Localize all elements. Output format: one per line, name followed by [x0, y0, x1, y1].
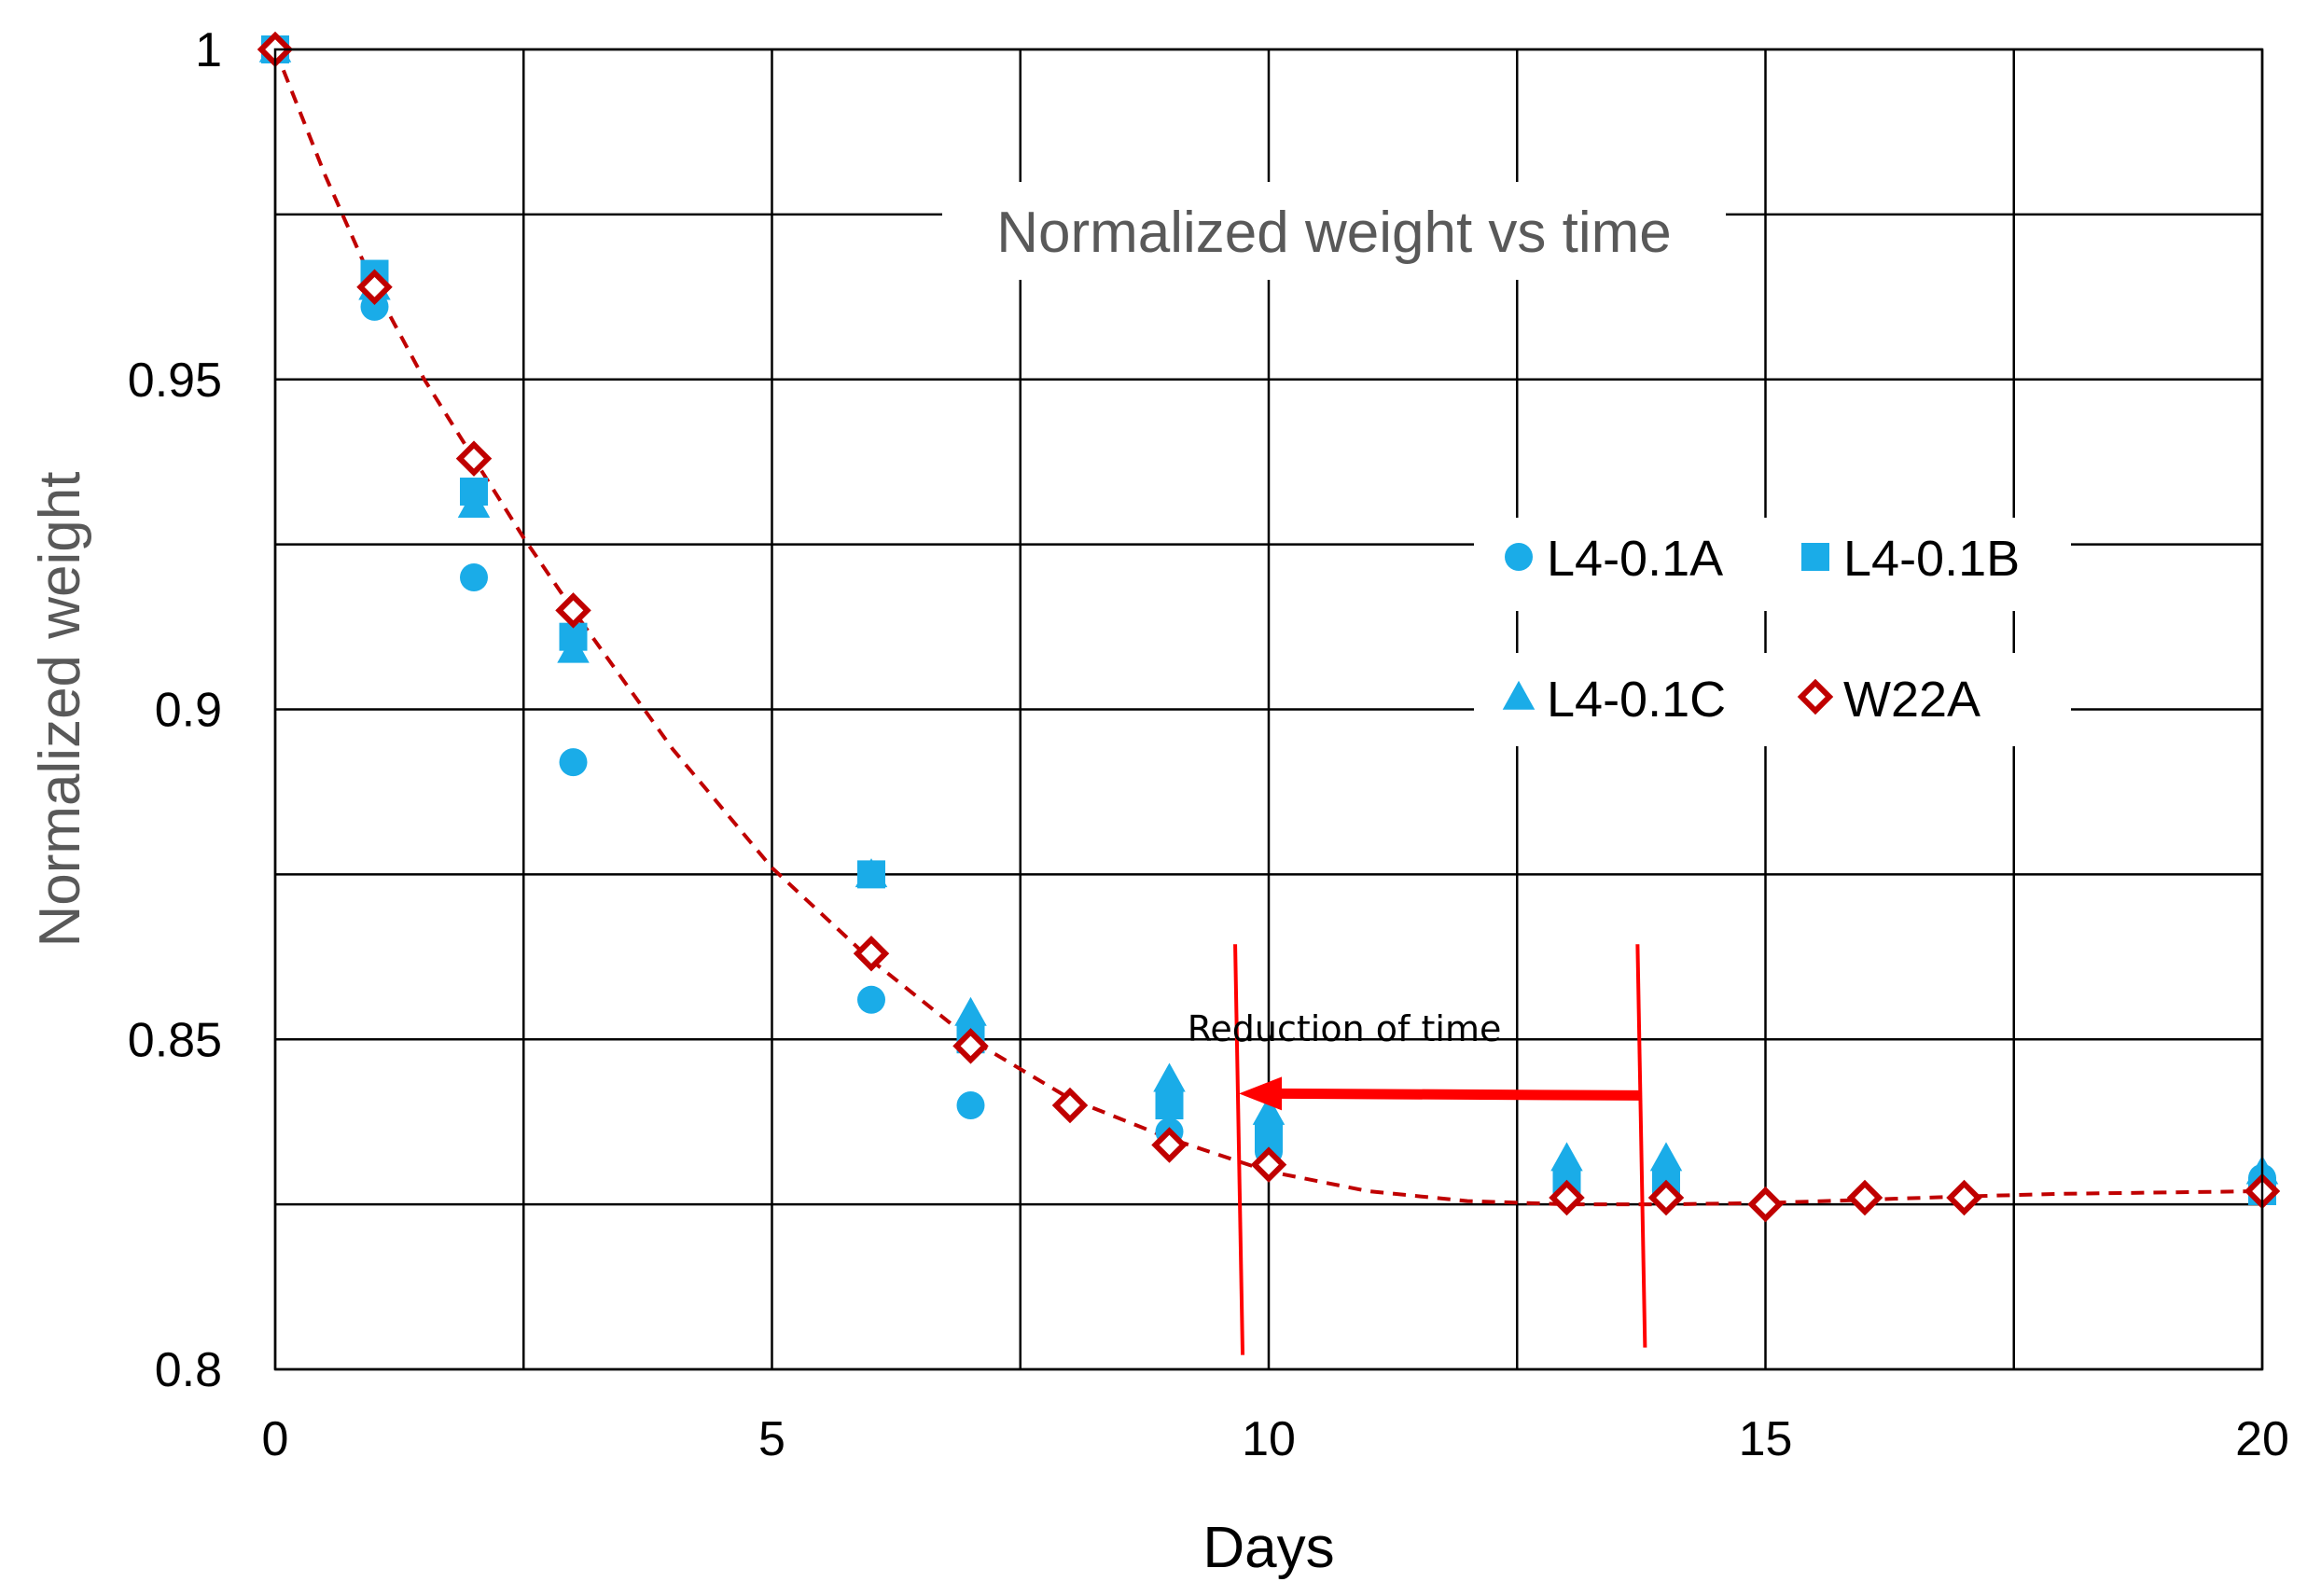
y-axis-title: Normalized weight: [28, 472, 92, 948]
x-tick-label: 0: [262, 1412, 289, 1466]
plot-border: [273, 48, 2264, 1371]
legend-item-l4-0.1a: L4-0.1A: [1505, 531, 1723, 587]
data-point-l4-0.1c: [1252, 1095, 1286, 1125]
data-point-w22a: [455, 440, 493, 477]
legend-marker-l4-0.1a: [1505, 543, 1533, 571]
data-point-w22a: [1647, 1179, 1685, 1216]
data-point-w22a: [1747, 1186, 1784, 1223]
data-point-l4-0.1a: [460, 563, 488, 591]
data-point-l4-0.1c: [1649, 1142, 1683, 1172]
data-point-w22a: [1549, 1179, 1585, 1216]
legend-label: L4-0.1B: [1843, 531, 2020, 587]
data-point-l4-0.1c: [855, 858, 888, 888]
legend: L4-0.1A L4-0.1B L4-0.1C W22A: [1474, 518, 2071, 746]
legend-label: W22A: [1843, 672, 1980, 728]
data-point-w22a: [853, 936, 890, 972]
legend-item-l4-0.1b: L4-0.1B: [1801, 531, 2020, 587]
data-point-l4-0.1c: [457, 488, 491, 518]
data-point-w22a: [1051, 1087, 1089, 1124]
data-point-w22a: [1151, 1127, 1188, 1163]
y-tick-label: 1: [195, 23, 222, 77]
x-tick-label: 20: [2235, 1412, 2289, 1466]
legend-marker-w22a: [1797, 678, 1834, 715]
data-point-w22a: [1846, 1179, 1883, 1216]
data-point-l4-0.1c: [1550, 1142, 1583, 1172]
y-tick-labels: 0.8 0.85 0.9 0.95 1: [128, 23, 222, 1397]
x-tick-label: 5: [758, 1412, 785, 1466]
annotation-arrow-shaft: [1276, 1088, 1642, 1101]
y-tick-label: 0.85: [128, 1013, 222, 1067]
data-point-l4-0.1c: [954, 996, 987, 1026]
legend-background-row2: [1474, 653, 2071, 746]
legend-item-w22a: W22A: [1797, 672, 1980, 728]
legend-marker-l4-0.1b: [1801, 543, 1829, 571]
y-tick-label: 0.8: [155, 1343, 222, 1397]
chart-title-group: Normalized weight vs time: [942, 182, 1726, 280]
annotation-arrow-head: [1239, 1076, 1283, 1111]
data-point-l4-0.1a: [956, 1091, 985, 1119]
data-point-w22a: [1946, 1179, 1982, 1216]
data-point-l4-0.1a: [559, 748, 588, 777]
data-point-w22a: [1250, 1146, 1287, 1183]
legend-background-row1: [1474, 518, 2071, 611]
x-tick-label: 15: [1739, 1412, 1793, 1466]
data-point-l4-0.1b: [1155, 1091, 1184, 1119]
annotation-reduction-of-time: Reduction of time: [1188, 944, 1647, 1355]
data-point-l4-0.1c: [1153, 1062, 1186, 1092]
legend-marker-l4-0.1c: [1502, 680, 1536, 710]
series-w22a: [257, 31, 2281, 1223]
annotation-vline-end: [1635, 944, 1647, 1348]
y-tick-label: 0.9: [155, 684, 222, 738]
legend-label: L4-0.1A: [1547, 531, 1723, 587]
annotation-label: Reduction of time: [1188, 1008, 1502, 1049]
data-point-l4-0.1a: [857, 985, 885, 1014]
legend-item-l4-0.1c: L4-0.1C: [1502, 672, 1726, 728]
chart-title-background: [942, 182, 1726, 280]
data-point-w22a: [952, 1028, 989, 1064]
chart-title: Normalized weight vs time: [996, 201, 1672, 265]
legend-label: L4-0.1C: [1547, 672, 1726, 728]
x-tick-label: 10: [1242, 1412, 1296, 1466]
x-axis-title: Days: [1202, 1516, 1334, 1580]
data-point-w22a: [356, 269, 393, 305]
data-point-w22a: [555, 592, 591, 629]
y-tick-label: 0.95: [128, 354, 222, 408]
annotation-vline-start: [1233, 944, 1245, 1355]
x-tick-labels: 0 5 10 15 20: [262, 1412, 2289, 1466]
w22a-trendline: [273, 49, 2263, 1207]
data-point-l4-0.1c: [557, 633, 590, 663]
